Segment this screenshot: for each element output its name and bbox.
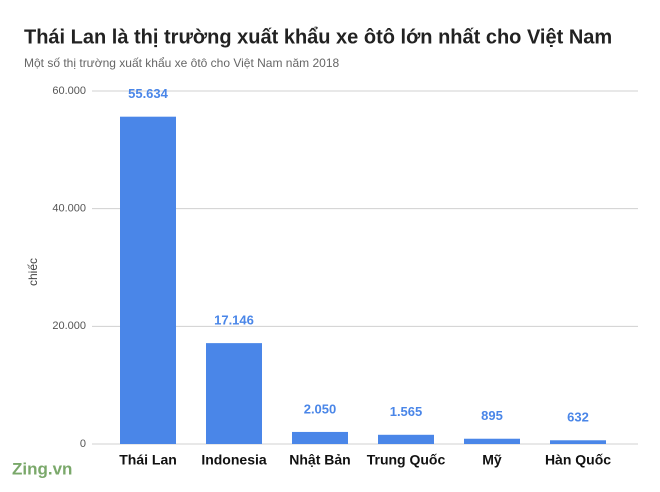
x-tick-label: Hàn Quốc: [545, 452, 611, 468]
y-axis-label: chiếc: [26, 258, 40, 286]
bar: [464, 438, 520, 444]
y-tick-label: 20.000: [52, 320, 86, 332]
value-label: 2.050: [304, 401, 337, 416]
value-label: 895: [481, 408, 503, 423]
value-label: 1.565: [390, 404, 423, 419]
value-label: 632: [567, 410, 589, 425]
x-tick-label: Mỹ: [482, 452, 502, 468]
bar: [206, 343, 262, 444]
watermark: Zing.vn: [12, 459, 72, 478]
chart-subtitle: Một số thị trường xuất khẩu xe ôtô cho V…: [24, 56, 340, 70]
chart-title: Thái Lan là thị trường xuất khẩu xe ôtô …: [24, 26, 612, 48]
value-label: 55.634: [128, 86, 169, 101]
y-tick-label: 40.000: [52, 203, 86, 215]
bar: [120, 116, 176, 444]
x-tick-label: Nhật Bản: [289, 452, 350, 468]
bar: [292, 431, 348, 444]
bar: [550, 440, 606, 444]
y-tick-label: 60.000: [52, 85, 86, 97]
y-tick-label: 0: [80, 438, 86, 450]
x-tick-label: Thái Lan: [119, 452, 177, 468]
x-tick-label: Trung Quốc: [367, 452, 446, 468]
bar: [378, 434, 434, 444]
x-tick-label: Indonesia: [201, 452, 267, 468]
value-label: 17.146: [214, 313, 254, 328]
